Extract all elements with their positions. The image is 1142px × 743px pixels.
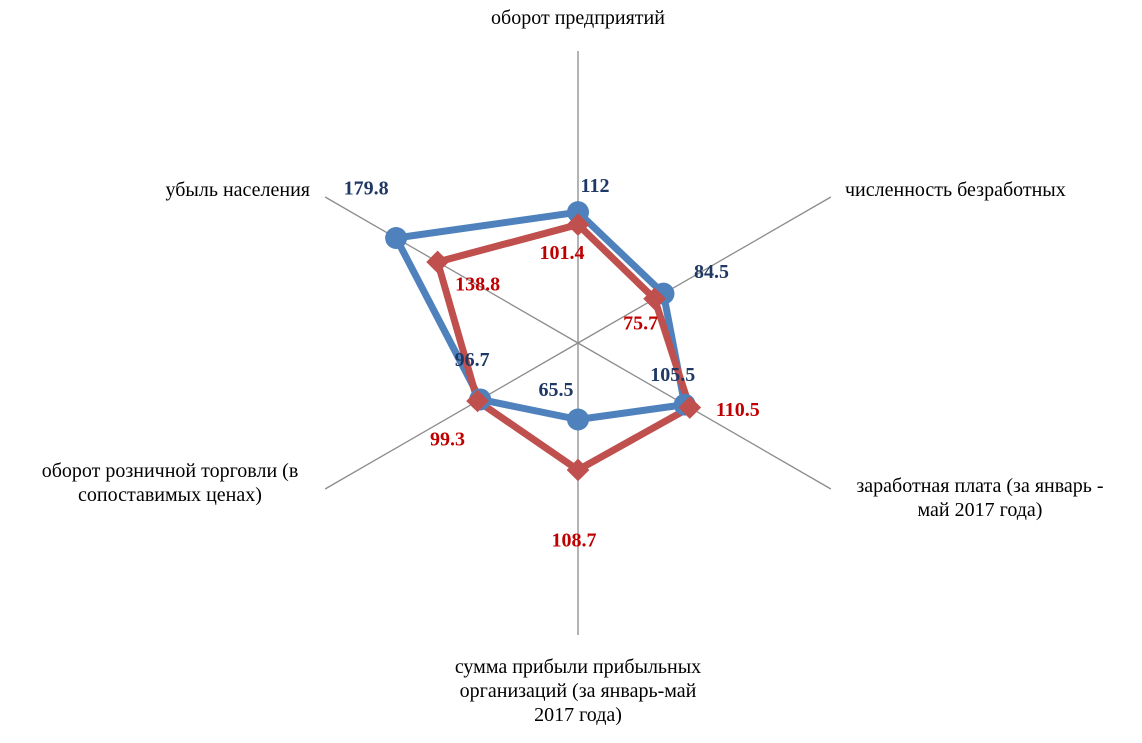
category-label: оборот розничной торговли (в сопоставимы… (41, 460, 299, 506)
data-label: 112 (581, 175, 610, 197)
category-label: численность безработных (845, 179, 1066, 201)
spoke (324, 342, 579, 490)
data-label: 110.5 (716, 399, 760, 421)
marker (643, 287, 666, 311)
data-label: 105.5 (650, 364, 695, 386)
data-label: 138.8 (455, 274, 500, 296)
spoke (324, 196, 579, 344)
category-label: убыль населения (165, 179, 311, 201)
marker (566, 458, 590, 482)
data-label: 108.7 (552, 530, 597, 552)
marker (567, 408, 589, 431)
marker (466, 389, 489, 413)
category-label: сумма прибыли прибыльных организаций (за… (454, 656, 702, 726)
marker (567, 201, 589, 224)
data-label: 84.5 (694, 261, 729, 283)
data-label: 65.5 (539, 379, 574, 401)
marker (678, 396, 702, 419)
spoke (577, 196, 832, 344)
data-label: 101.4 (540, 242, 585, 264)
data-label: 96.7 (455, 349, 490, 371)
marker (426, 250, 449, 274)
data-label: 75.7 (623, 312, 658, 334)
category-label: заработная плата (за январь - май 2017 г… (856, 475, 1104, 521)
category-label: оборот предприятий (491, 7, 665, 29)
data-label: 99.3 (430, 429, 465, 451)
marker (385, 226, 408, 249)
data-label: 179.8 (344, 178, 389, 200)
spoke (577, 342, 832, 490)
